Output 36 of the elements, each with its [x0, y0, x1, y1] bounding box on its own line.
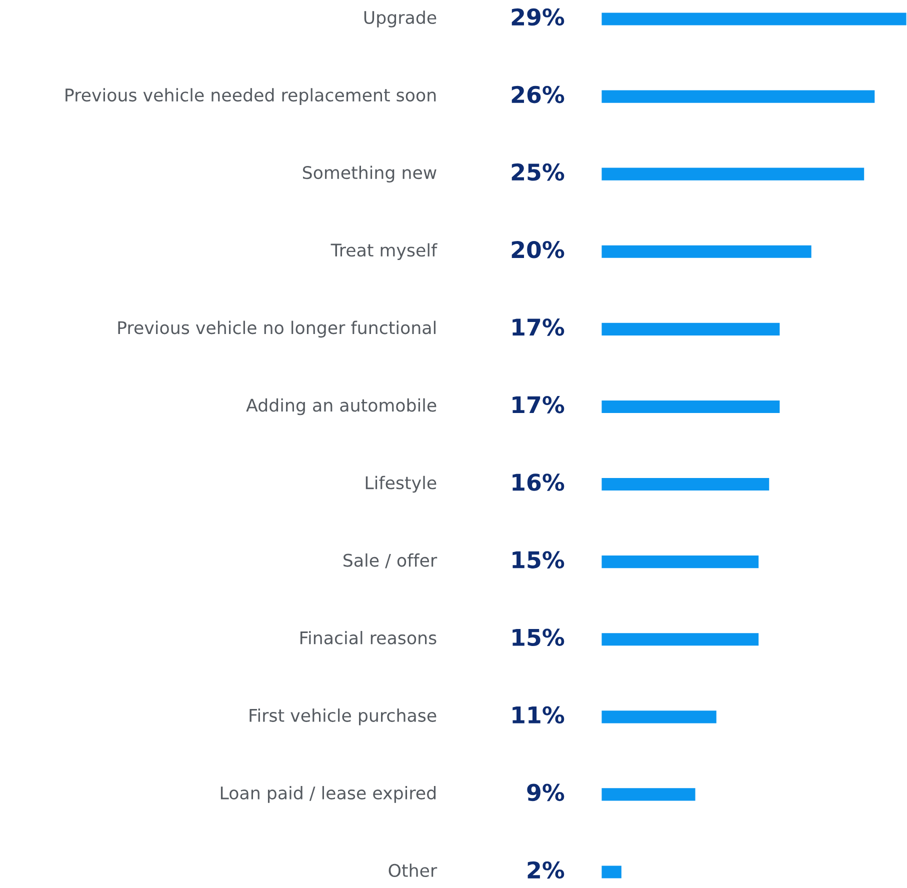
y-tick-label: Upgrade — [364, 10, 436, 28]
data-label: 11% — [512, 706, 564, 724]
y-tick-label: Loan paid / lease expired — [220, 786, 436, 803]
data-label: 15% — [512, 551, 564, 568]
data-label: 20% — [512, 240, 564, 258]
data-label: 16% — [512, 474, 564, 491]
y-tick-label: Previous vehicle no longer functional — [118, 320, 436, 338]
y-tick-label: Sale / offer — [344, 553, 438, 568]
bar — [601, 166, 866, 182]
data-label: 17% — [512, 396, 564, 414]
data-label: 9% — [527, 784, 564, 802]
bar — [601, 554, 760, 570]
data-label: 2% — [528, 861, 564, 879]
y-tick-label: Adding an automobile — [246, 398, 436, 416]
data-label: 17% — [512, 318, 564, 336]
bar — [601, 786, 697, 802]
y-tick-label: First vehicle purchase — [250, 708, 436, 726]
y-tick-label: Finacial reasons — [300, 630, 436, 644]
bar — [601, 244, 813, 260]
bar — [601, 864, 623, 880]
data-label: 25% — [512, 163, 564, 181]
y-tick-label: Lifestyle — [366, 476, 436, 493]
bar — [601, 399, 782, 414]
y-tick-label: Previous vehicle needed replacement soon — [66, 88, 436, 105]
data-label: 26% — [512, 86, 564, 104]
bar — [601, 322, 782, 337]
bar — [601, 11, 907, 27]
y-tick-label: Something new — [302, 166, 436, 182]
y-tick-label: Treat myself — [330, 243, 438, 260]
bar — [601, 632, 760, 648]
bar — [601, 476, 771, 492]
bar — [601, 88, 876, 104]
data-label: 29% — [512, 8, 564, 26]
bar — [601, 709, 718, 725]
data-label: 15% — [512, 628, 564, 646]
y-tick-label: Other — [388, 864, 438, 878]
